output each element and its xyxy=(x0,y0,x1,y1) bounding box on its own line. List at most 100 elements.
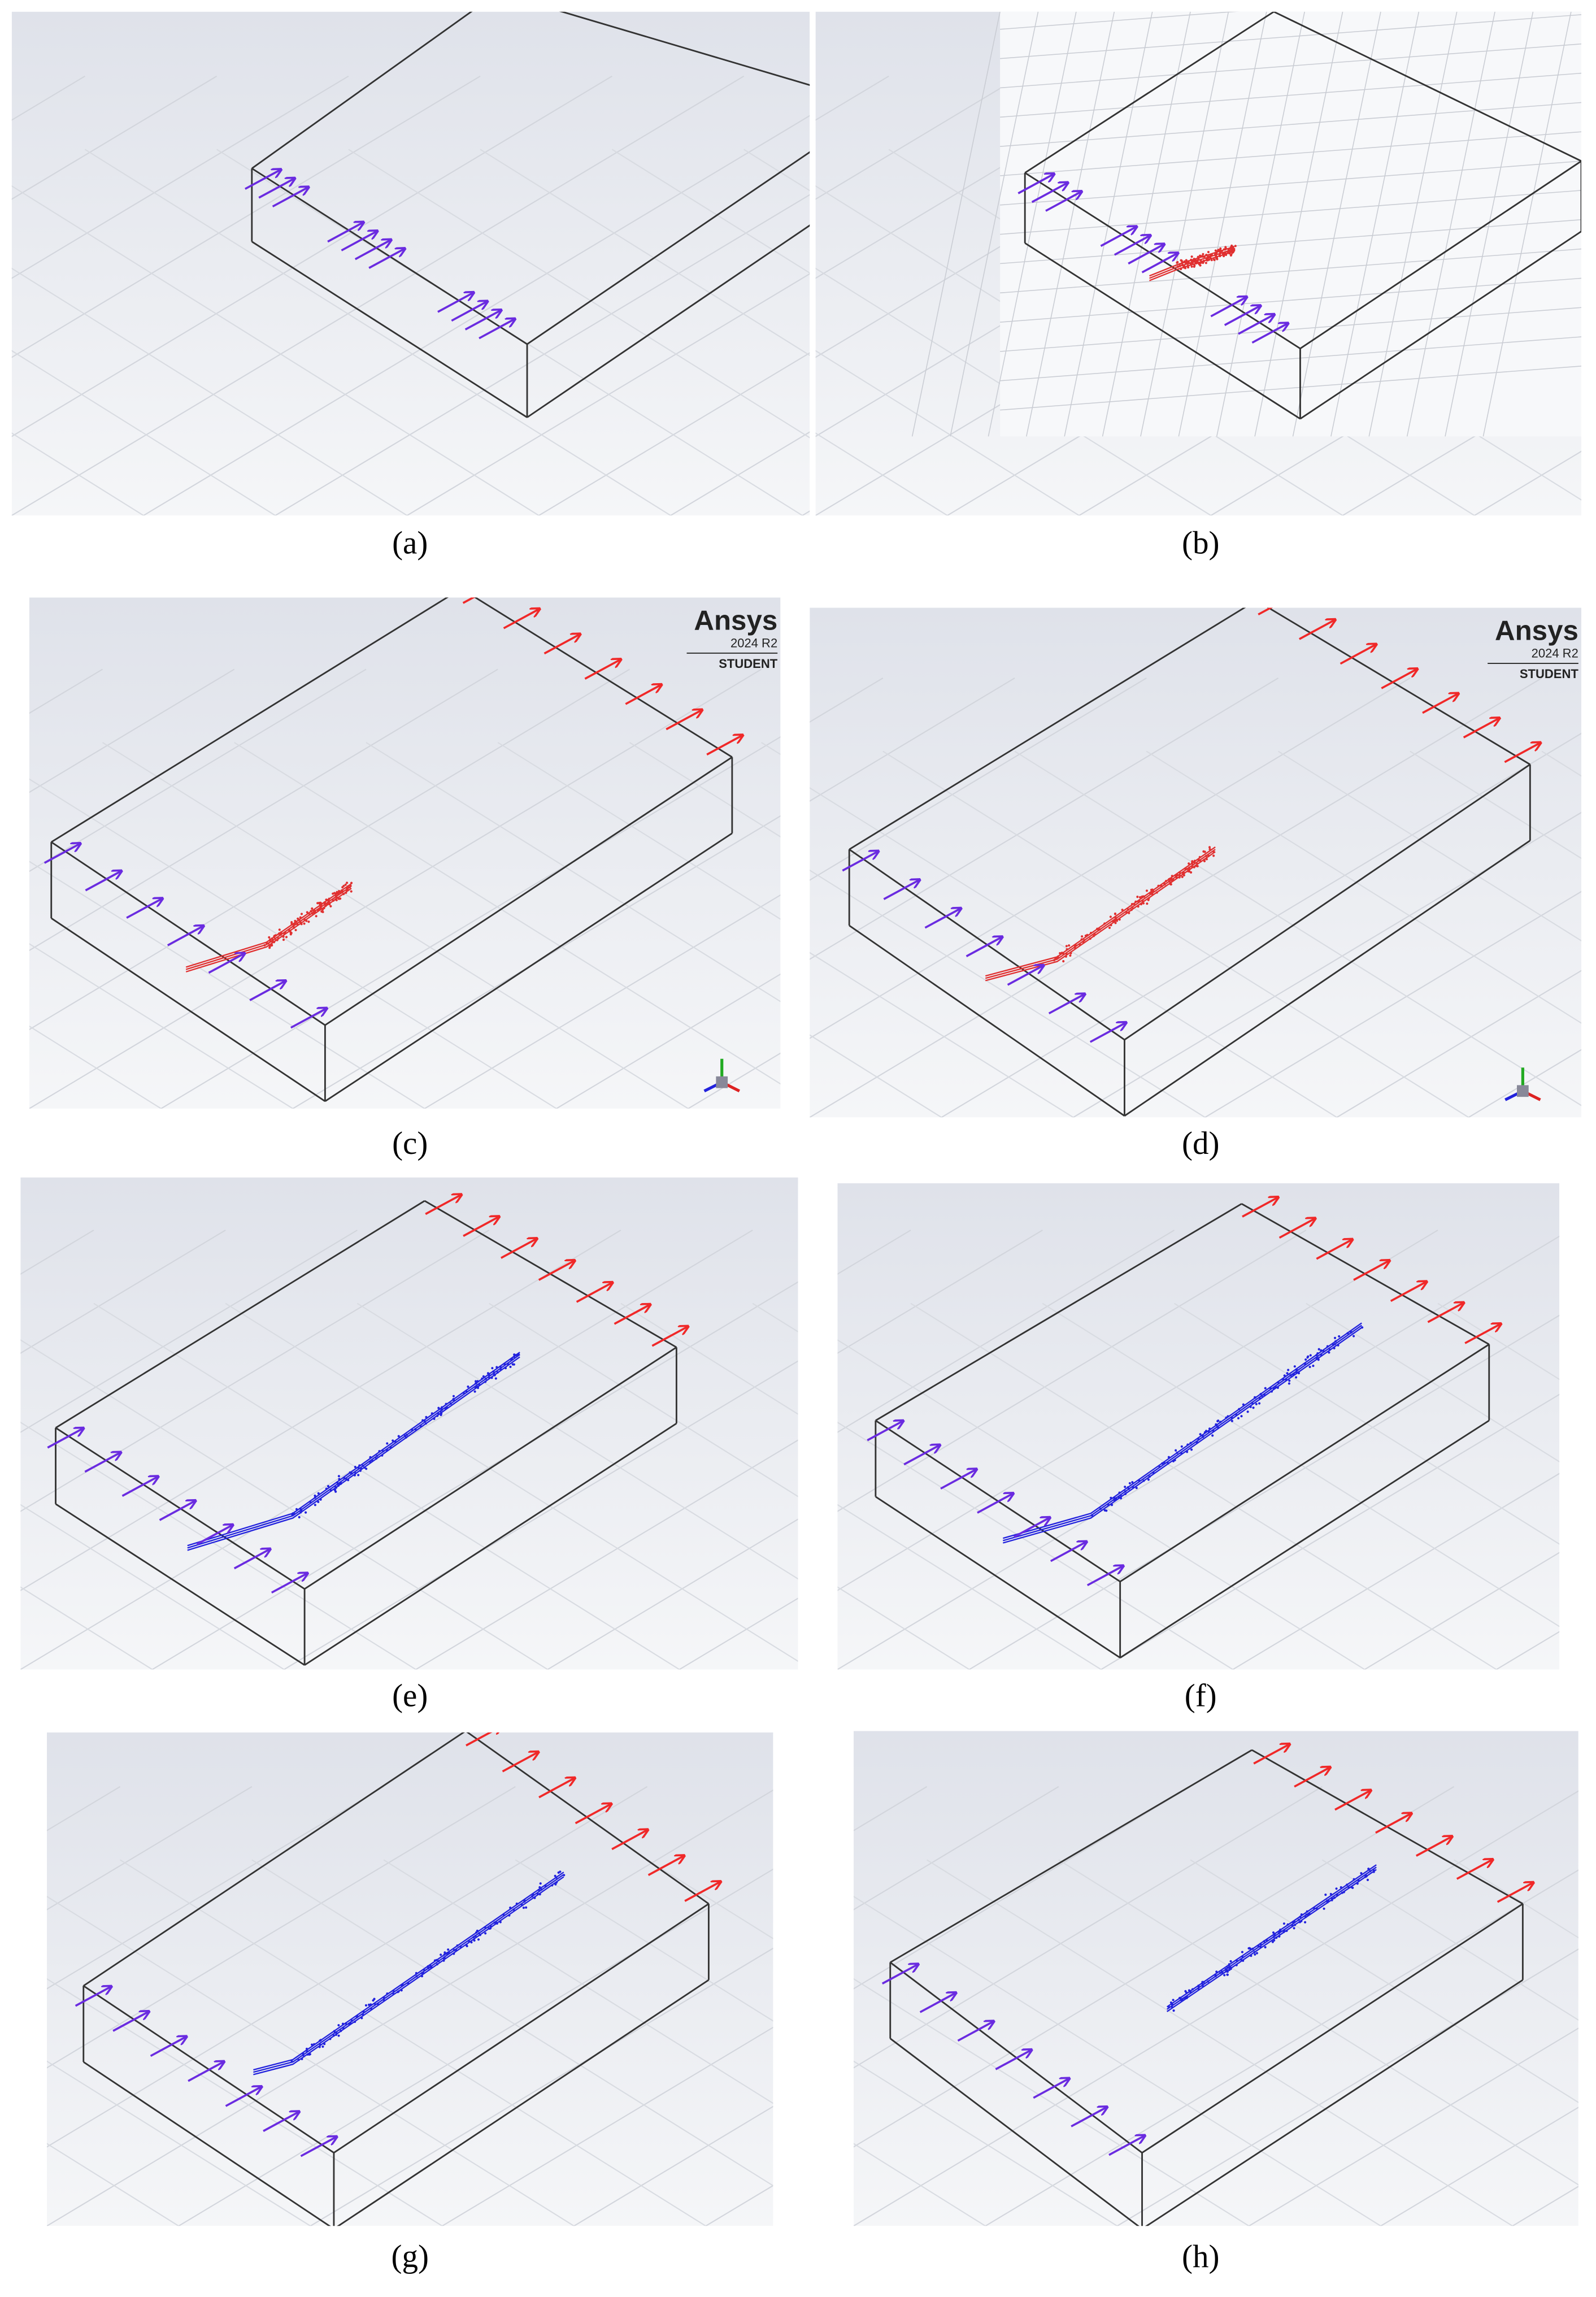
particle xyxy=(1167,2005,1170,2008)
box-edge xyxy=(527,151,810,345)
particle xyxy=(1367,1868,1370,1870)
particle xyxy=(354,1472,357,1475)
particle xyxy=(293,922,296,925)
particle xyxy=(1215,257,1219,259)
particle xyxy=(1186,264,1189,267)
particle xyxy=(1270,1390,1273,1393)
floor-grid-line xyxy=(815,432,948,516)
axis-triad xyxy=(716,1076,728,1088)
particle xyxy=(1334,1340,1337,1343)
particle xyxy=(299,1507,302,1510)
particle xyxy=(1169,2001,1172,2004)
particle xyxy=(490,1377,493,1379)
particle xyxy=(1089,937,1091,940)
particle xyxy=(1186,1451,1189,1453)
inlet-arrow xyxy=(263,2112,298,2132)
logo-brand: Ansys xyxy=(1495,615,1578,646)
particle xyxy=(1197,1987,1200,1990)
floor-grid-line xyxy=(969,1314,1560,1670)
particle xyxy=(1184,867,1186,870)
particle xyxy=(425,1415,428,1418)
particle xyxy=(1219,255,1221,258)
particle xyxy=(493,1374,496,1377)
particle xyxy=(1202,259,1205,262)
inlet-arrow xyxy=(150,2037,186,2057)
mesh-line xyxy=(1445,11,1534,437)
panel-label: (f) xyxy=(1185,1678,1217,1713)
particle xyxy=(1186,1443,1189,1446)
inlet-arrow xyxy=(159,1501,195,1521)
particle xyxy=(1103,922,1106,925)
particle xyxy=(1208,846,1211,849)
outlet-arrow xyxy=(538,1778,574,1799)
floor-grid-line xyxy=(225,1302,798,1662)
particle xyxy=(1199,264,1202,267)
particle xyxy=(405,1434,408,1436)
particle xyxy=(353,1474,356,1477)
particle xyxy=(1128,1482,1131,1485)
particle xyxy=(1295,1368,1298,1371)
particle xyxy=(1240,1958,1242,1961)
outlet-arrow xyxy=(647,1856,684,1876)
box-edge xyxy=(559,11,810,86)
floor-grid-line xyxy=(1014,750,1582,1106)
box-edge xyxy=(1273,11,1582,162)
inlet-arrow xyxy=(1114,236,1150,256)
particle xyxy=(449,1402,452,1405)
floor-grid-line xyxy=(20,1586,153,1670)
floor-grid-line xyxy=(20,1230,358,1433)
mesh-line xyxy=(1102,11,1191,437)
floor-grid-line xyxy=(46,2143,179,2226)
particle xyxy=(1182,871,1186,874)
particle xyxy=(1193,859,1196,862)
outlet-arrow xyxy=(462,597,476,604)
particle xyxy=(1369,1870,1372,1873)
particle xyxy=(365,1467,368,1470)
particle xyxy=(441,1406,443,1409)
particle xyxy=(1172,1460,1175,1463)
mesh-line xyxy=(1140,11,1229,437)
floor-grid-line xyxy=(1249,2027,1578,2226)
particle xyxy=(1189,1991,1192,1994)
inlet-arrow xyxy=(188,2062,223,2082)
box-edge xyxy=(324,756,733,1026)
mesh-line xyxy=(1000,102,1582,147)
inlet-arrow xyxy=(1048,995,1084,1015)
outlet-arrow xyxy=(1422,694,1458,714)
box-edge xyxy=(1124,840,1531,1117)
box-edge xyxy=(337,1979,710,2226)
box-edge xyxy=(304,1347,677,1590)
particle xyxy=(1259,1397,1262,1400)
box-edge xyxy=(1119,1419,1490,1658)
panel-background xyxy=(11,11,810,516)
particle xyxy=(1252,1406,1255,1409)
particle xyxy=(1255,1402,1258,1405)
particle xyxy=(1110,924,1112,927)
particle xyxy=(306,911,308,914)
particle xyxy=(1147,1478,1150,1481)
particle xyxy=(1337,1344,1340,1347)
inlet-arrow xyxy=(167,926,203,946)
inlet-arrow xyxy=(112,2012,148,2032)
particle xyxy=(420,1425,423,1428)
floor-grid-line xyxy=(46,1786,648,2148)
particle xyxy=(466,1944,468,1948)
particle xyxy=(299,916,302,919)
particle xyxy=(346,882,349,884)
floor-grid-line xyxy=(837,1504,1102,1670)
particle xyxy=(1201,255,1203,258)
particle xyxy=(1253,1951,1256,1953)
particle xyxy=(1184,267,1187,270)
particle xyxy=(289,933,292,936)
particle xyxy=(1265,1939,1268,1942)
outlet-arrow xyxy=(575,1804,611,1825)
floor-grid-line xyxy=(46,2060,311,2226)
particle xyxy=(1189,1441,1192,1444)
particle xyxy=(427,1965,429,1968)
particle xyxy=(1230,1419,1233,1422)
particle xyxy=(456,1944,459,1947)
particle xyxy=(1291,1921,1294,1923)
inlet-arrow xyxy=(881,1965,917,1985)
particle xyxy=(453,1949,456,1952)
